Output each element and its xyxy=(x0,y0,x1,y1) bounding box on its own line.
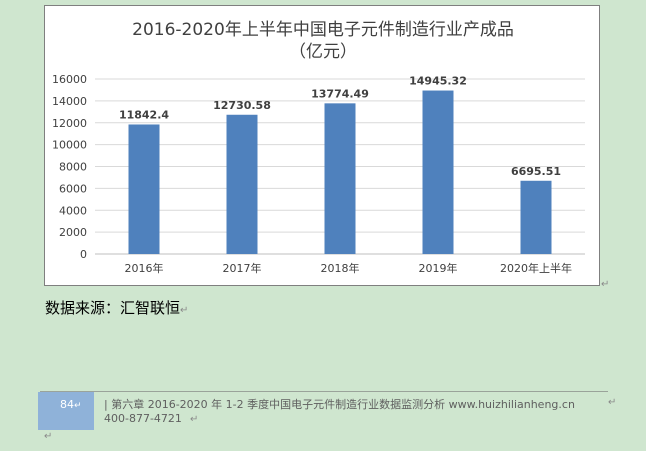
y-tick-label: 12000 xyxy=(52,117,87,130)
bar xyxy=(128,124,160,254)
source-note: 数据来源：汇智联恒↵ xyxy=(45,297,188,318)
paragraph-mark: ↵ xyxy=(180,305,189,316)
y-tick-label: 14000 xyxy=(52,95,87,108)
category-label: 2017年 xyxy=(223,261,262,275)
paragraph-mark: ↵ xyxy=(601,279,610,290)
y-tick-label: 2000 xyxy=(59,226,87,239)
y-tick-label: 4000 xyxy=(59,204,87,217)
chart-subtitle: （亿元） xyxy=(289,42,357,62)
category-label: 2016年 xyxy=(125,261,164,275)
footer-phone: 400-877-4721 ↵ xyxy=(104,412,199,425)
bar xyxy=(422,90,454,255)
value-label: 13774.49 xyxy=(311,87,369,100)
category-label: 2018年 xyxy=(321,261,360,275)
y-tick-label: 10000 xyxy=(52,139,87,152)
paragraph-mark: ↵ xyxy=(608,397,617,408)
y-tick-label: 8000 xyxy=(59,161,87,174)
page-number-box xyxy=(38,392,94,430)
value-label: 14945.32 xyxy=(409,75,467,88)
source-label: 数据来源：汇智联恒 xyxy=(45,299,181,317)
footer-chapter-text: | 第六章 2016-2020 年 1-2 季度中国电子元件制造行业数据监测分析… xyxy=(104,398,575,411)
value-label: 12730.58 xyxy=(213,99,271,112)
category-label: 2020年上半年 xyxy=(500,261,572,275)
value-label: 6695.51 xyxy=(511,165,561,178)
y-tick-label: 6000 xyxy=(59,182,87,195)
footer-text: | 第六章 2016-2020 年 1-2 季度中国电子元件制造行业数据监测分析… xyxy=(104,397,604,412)
y-tick-label: 16000 xyxy=(52,73,87,86)
footer-divider xyxy=(40,391,608,392)
category-label: 2019年 xyxy=(419,261,458,275)
bar xyxy=(226,114,258,255)
bar xyxy=(520,180,552,254)
y-tick-label: 0 xyxy=(80,248,87,261)
paragraph-mark: ↵ xyxy=(74,401,82,411)
paragraph-mark: ↵ xyxy=(189,414,199,425)
bar xyxy=(324,103,356,254)
bar-chart: 2016-2020年上半年中国电子元件制造行业产成品（亿元） 0 2000 4000 6… xyxy=(52,20,585,275)
page-number: 84↵ xyxy=(60,398,82,411)
chart-frame: 2016-2020年上半年中国电子元件制造行业产成品 （亿元） 0 2000 4000 6… xyxy=(44,5,600,286)
paragraph-mark: ↵ xyxy=(44,431,53,442)
chart-title: 2016-2020年上半年中国电子元件制造行业产成品 xyxy=(132,20,514,40)
value-label: 11842.4 xyxy=(119,108,169,121)
